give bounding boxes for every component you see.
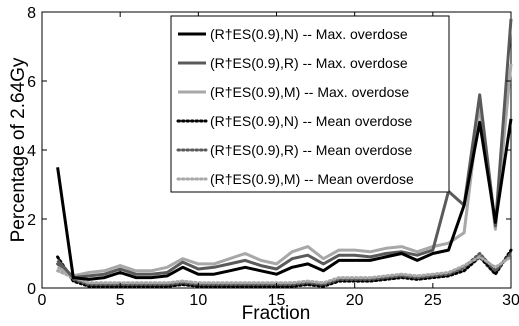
legend: (R†ES(0.9),N) -- Max. overdose (R†ES(0.9)… xyxy=(170,15,450,193)
x-axis-title: Fraction xyxy=(242,303,311,324)
y-tick-label: 0 xyxy=(27,281,36,298)
y-tick-label: 4 xyxy=(27,143,36,160)
y-axis: 0 2 4 6 8 xyxy=(27,5,511,298)
series-line-1 xyxy=(56,118,513,281)
x-tick-label: 25 xyxy=(424,292,442,309)
legend-box xyxy=(170,15,450,193)
legend-label: (R†ES(0.9),N) -- Max. overdose xyxy=(210,26,408,42)
legend-label: (R†ES(0.9),R) -- Mean overdose xyxy=(210,142,413,158)
y-tick-label: 8 xyxy=(27,5,36,22)
x-tick-label: 5 xyxy=(116,292,125,309)
series-line-6 xyxy=(56,255,513,285)
legend-label: (R†ES(0.9),M) -- Max. overdose xyxy=(210,84,409,100)
y-axis-title: Percentage of 2.64Gy xyxy=(8,57,29,242)
series-layer xyxy=(56,18,513,288)
x-tick-label: 30 xyxy=(502,292,519,309)
x-tick-label: 10 xyxy=(189,292,207,309)
series-line-2 xyxy=(56,18,513,280)
legend-label: (R†ES(0.9),M) -- Mean overdose xyxy=(210,171,414,187)
y-tick-label: 2 xyxy=(27,212,36,229)
y-tick-label: 6 xyxy=(27,74,36,91)
legend-label: (R†ES(0.9),R) -- Max. overdose xyxy=(210,55,408,71)
x-tick-label: 0 xyxy=(38,292,47,309)
x-tick-label: 20 xyxy=(346,292,364,309)
legend-label: (R†ES(0.9),N) -- Mean overdose xyxy=(210,113,413,129)
x-axis: 0 5 10 15 20 25 30 xyxy=(38,12,519,309)
series-line-5 xyxy=(56,252,513,287)
x-tick-label: 15 xyxy=(268,292,286,309)
series-line-4 xyxy=(56,248,513,288)
